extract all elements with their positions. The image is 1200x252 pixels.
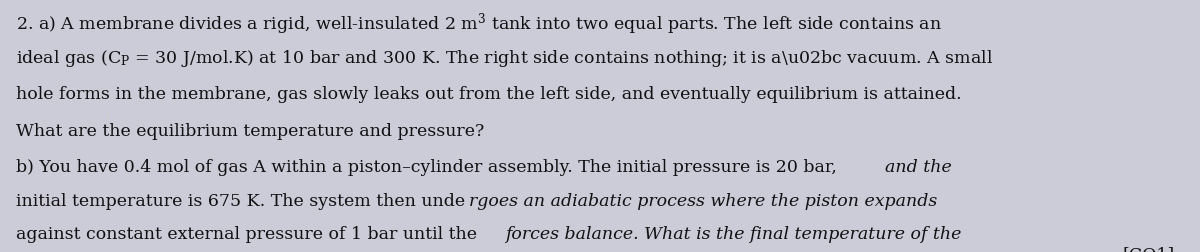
- Text: ideal gas (C$_\mathrm{P}$ = 30 J/mol.K) at 10 bar and 300 K. The right side cont: ideal gas (C$_\mathrm{P}$ = 30 J/mol.K) …: [16, 48, 992, 69]
- Text: and the: and the: [886, 159, 952, 176]
- Text: initial temperature is 675 K. The system then unde: initial temperature is 675 K. The system…: [16, 193, 464, 210]
- Text: b) You have 0.4 mol of gas A within a piston–cylinder assembly. The initial pres: b) You have 0.4 mol of gas A within a pi…: [16, 159, 842, 176]
- Text: [CO1]: [CO1]: [1122, 246, 1175, 252]
- Text: rgoes an adiabatic process where the piston expands: rgoes an adiabatic process where the pis…: [469, 193, 937, 210]
- Text: What are the equilibrium temperature and pressure?: What are the equilibrium temperature and…: [16, 123, 484, 140]
- Text: forces balance. What is the final temperature of the: forces balance. What is the final temper…: [505, 226, 961, 242]
- Text: hole forms in the membrane, gas slowly leaks out from the left side, and eventua: hole forms in the membrane, gas slowly l…: [16, 86, 961, 103]
- Text: 2. a) A membrane divides a rigid, well-insulated 2 m$^{3}$ tank into two equal p: 2. a) A membrane divides a rigid, well-i…: [16, 11, 941, 37]
- Text: against constant external pressure of 1 bar until the: against constant external pressure of 1 …: [16, 226, 482, 242]
